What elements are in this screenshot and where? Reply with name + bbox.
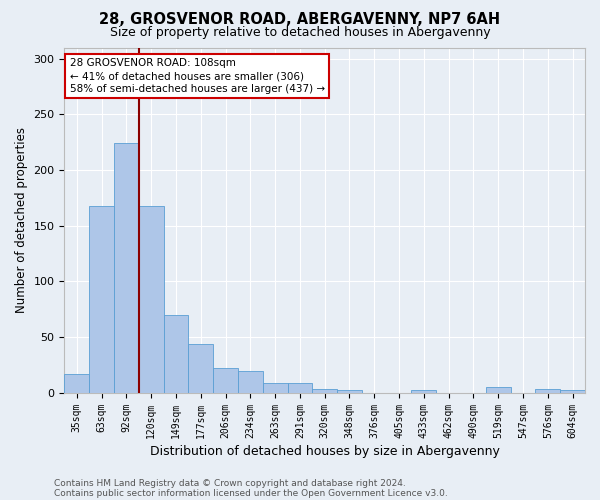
Text: 28 GROSVENOR ROAD: 108sqm
← 41% of detached houses are smaller (306)
58% of semi: 28 GROSVENOR ROAD: 108sqm ← 41% of detac… [70, 58, 325, 94]
Y-axis label: Number of detached properties: Number of detached properties [15, 127, 28, 313]
Text: Size of property relative to detached houses in Abergavenny: Size of property relative to detached ho… [110, 26, 490, 39]
Bar [313, 389, 337, 392]
Bar [337, 390, 362, 392]
Bar [139, 206, 164, 392]
Bar [287, 382, 313, 392]
Bar [412, 390, 436, 392]
Text: 28, GROSVENOR ROAD, ABERGAVENNY, NP7 6AH: 28, GROSVENOR ROAD, ABERGAVENNY, NP7 6AH [100, 12, 500, 28]
Bar [114, 143, 139, 392]
Bar [238, 372, 263, 392]
Text: Contains public sector information licensed under the Open Government Licence v3: Contains public sector information licen… [54, 488, 448, 498]
Text: Contains HM Land Registry data © Crown copyright and database right 2024.: Contains HM Land Registry data © Crown c… [54, 478, 406, 488]
Bar [188, 344, 213, 392]
X-axis label: Distribution of detached houses by size in Abergavenny: Distribution of detached houses by size … [150, 444, 500, 458]
Bar [560, 390, 585, 392]
Bar [263, 382, 287, 392]
Bar [64, 374, 89, 392]
Bar [486, 387, 511, 392]
Bar [89, 206, 114, 392]
Bar [164, 314, 188, 392]
Bar [213, 368, 238, 392]
Bar [535, 389, 560, 392]
